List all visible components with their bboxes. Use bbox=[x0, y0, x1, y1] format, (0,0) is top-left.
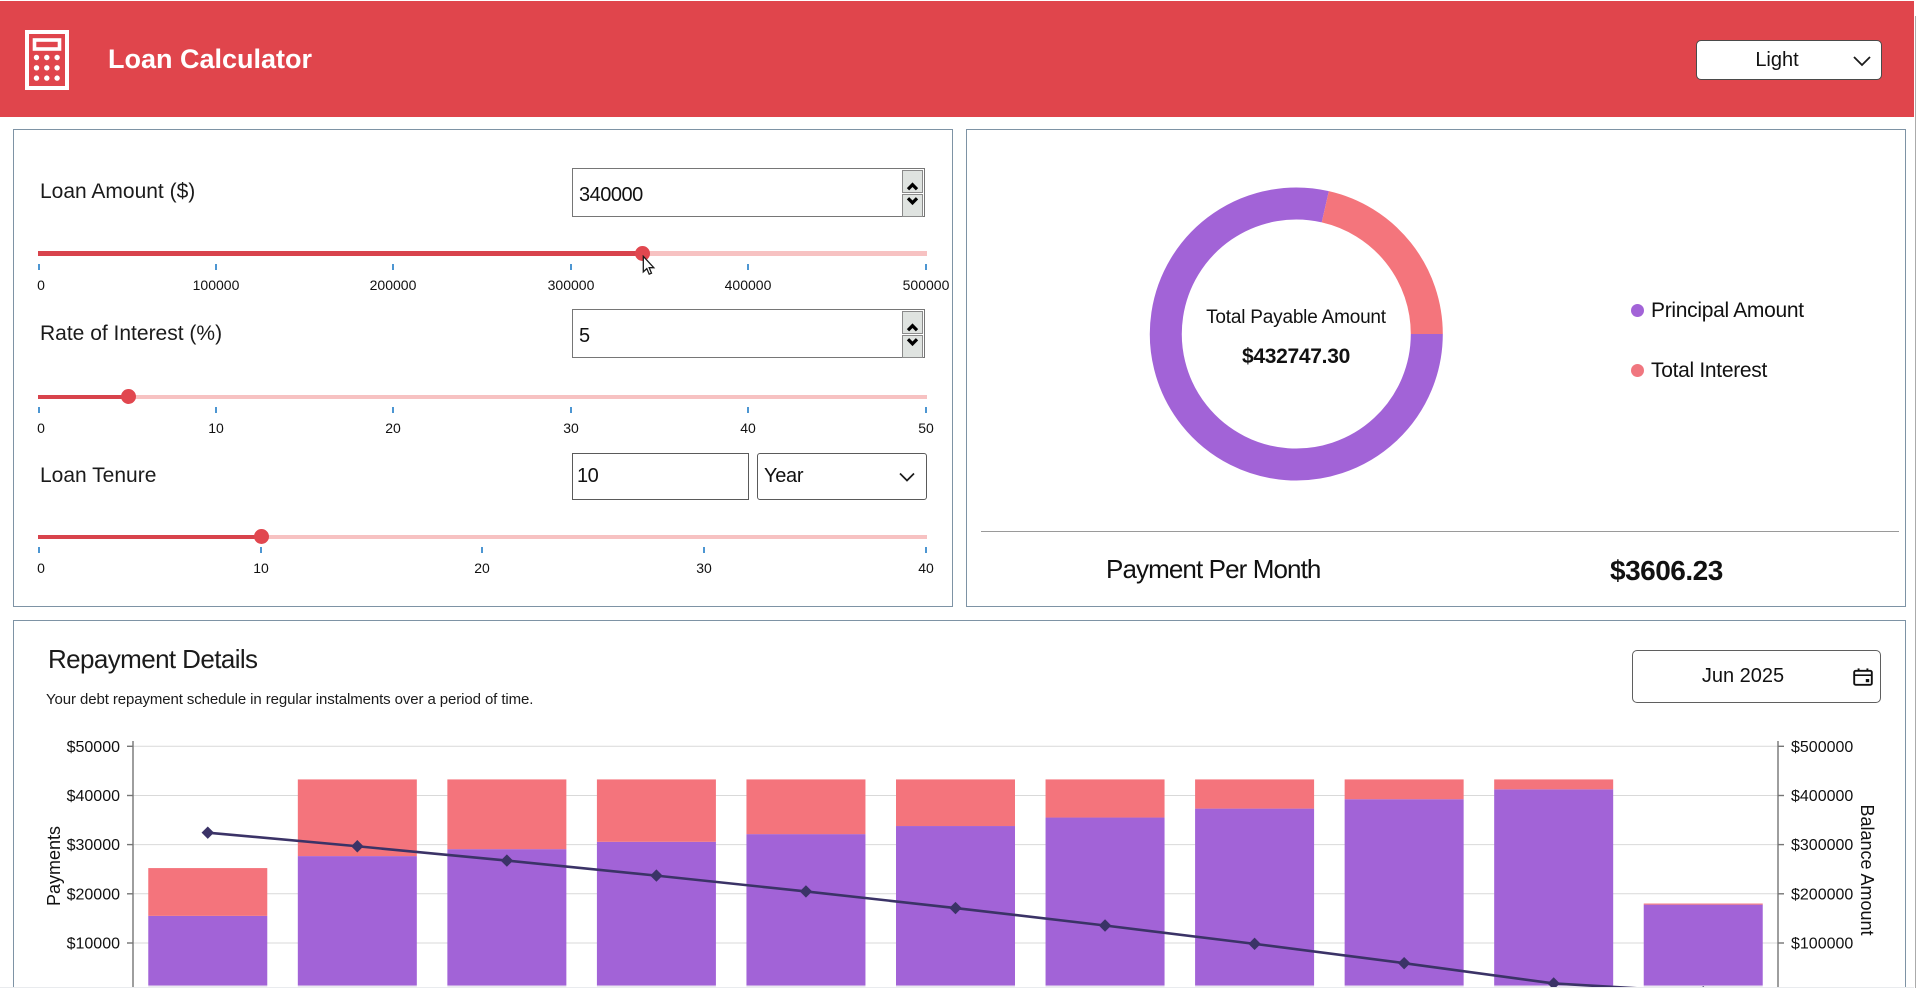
svg-text:$10000: $10000 bbox=[67, 936, 120, 953]
svg-text:$400000: $400000 bbox=[1791, 788, 1853, 805]
svg-text:$200000: $200000 bbox=[1791, 886, 1853, 903]
svg-text:$30000: $30000 bbox=[67, 837, 120, 854]
svg-text:$100000: $100000 bbox=[1791, 936, 1853, 953]
svg-text:$20000: $20000 bbox=[67, 886, 120, 903]
svg-text:Payments: Payments bbox=[44, 826, 64, 906]
svg-text:$300000: $300000 bbox=[1791, 837, 1853, 854]
svg-text:$500000: $500000 bbox=[1791, 739, 1853, 756]
svg-text:$40000: $40000 bbox=[67, 788, 120, 805]
svg-text:Balance Amount: Balance Amount bbox=[1857, 804, 1877, 935]
svg-text:$50000: $50000 bbox=[67, 739, 120, 756]
